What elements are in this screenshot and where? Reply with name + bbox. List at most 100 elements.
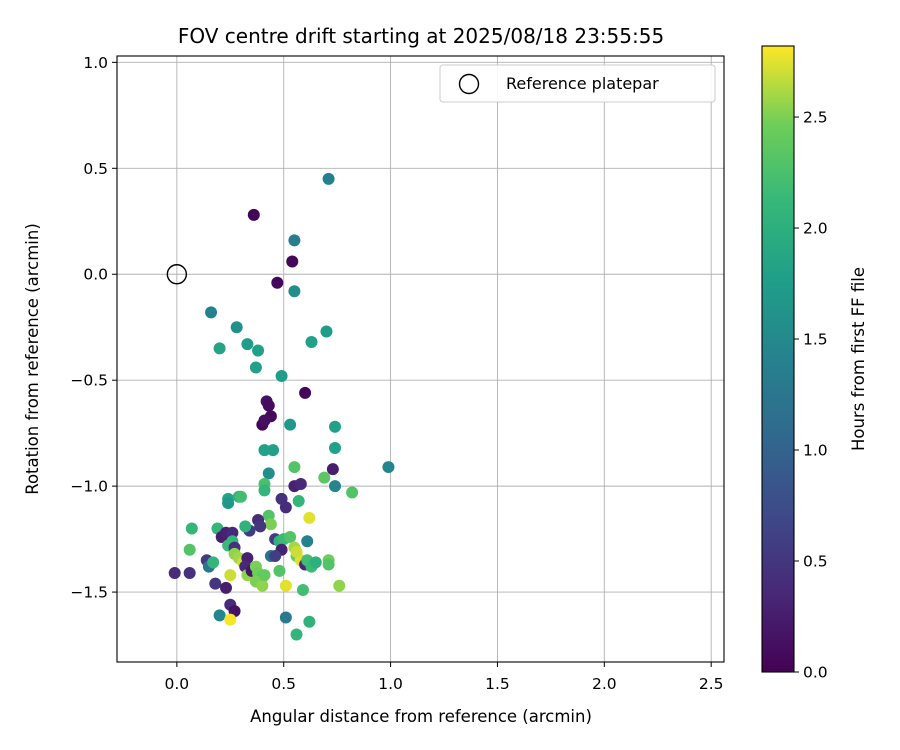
data-point xyxy=(301,535,314,548)
colorbar-ticks: 0.0 0.5 1.0 1.5 2.0 2.5 xyxy=(794,109,828,682)
data-point xyxy=(309,556,322,569)
data-point xyxy=(258,414,271,427)
data-point xyxy=(288,234,301,247)
data-point xyxy=(258,484,271,497)
data-point xyxy=(271,276,284,289)
data-point xyxy=(224,569,237,582)
data-point xyxy=(247,208,260,221)
data-point xyxy=(382,461,395,474)
colorbar-tick-label: 0.0 xyxy=(803,664,828,682)
data-point xyxy=(185,522,198,535)
y-tick-label: 0.0 xyxy=(83,266,108,284)
data-point xyxy=(322,558,335,571)
data-point xyxy=(288,285,301,298)
data-point xyxy=(222,497,235,510)
colorbar-frame xyxy=(761,45,795,673)
data-point xyxy=(303,511,316,524)
x-tick-label: 0.5 xyxy=(271,675,296,693)
legend-marker xyxy=(458,73,480,95)
data-point xyxy=(256,579,269,592)
data-point xyxy=(294,478,307,491)
data-point xyxy=(183,543,196,556)
data-point xyxy=(230,321,243,334)
data-point xyxy=(333,579,346,592)
y-axis-label: Rotation from reference (arcmin) xyxy=(23,223,42,495)
data-point xyxy=(284,418,297,431)
legend-label: Reference platepar xyxy=(506,74,659,93)
data-point xyxy=(329,441,342,454)
data-point xyxy=(183,567,196,580)
legend: Reference platepar xyxy=(439,64,716,103)
data-point xyxy=(234,490,247,503)
data-point xyxy=(326,463,339,476)
colorbar-tick-label: 2.0 xyxy=(803,220,828,238)
x-axis-label: Angular distance from reference (arcmin) xyxy=(250,707,592,726)
data-point xyxy=(205,306,218,319)
colorbar: 0.0 0.5 1.0 1.5 2.0 2.5 Hours from first FF f… xyxy=(761,45,868,682)
colorbar-tick-label: 2.5 xyxy=(803,109,828,127)
data-point xyxy=(254,520,267,533)
y-tick-label: 0.5 xyxy=(83,160,108,178)
plot-frame xyxy=(116,55,725,663)
data-points xyxy=(168,172,395,641)
data-point xyxy=(262,467,275,480)
data-point xyxy=(329,480,342,493)
data-point xyxy=(264,518,277,531)
data-point xyxy=(279,501,292,514)
data-point xyxy=(239,520,252,533)
x-tick-label: 2.5 xyxy=(699,675,724,693)
colorbar-tick-label: 1.5 xyxy=(803,331,828,349)
y-tick-label: −0.5 xyxy=(70,372,108,390)
data-point xyxy=(286,255,299,268)
x-tick-label: 2.0 xyxy=(592,675,617,693)
data-point xyxy=(279,579,292,592)
y-axis-ticks: 1.0 0.5 0.0 −0.5 −1.0 −1.5 xyxy=(70,54,117,602)
y-tick-label: −1.0 xyxy=(70,478,108,496)
y-tick-label: −1.5 xyxy=(70,584,108,602)
data-point xyxy=(279,611,292,624)
reference-platepar-marker xyxy=(166,264,188,285)
y-tick-label: 1.0 xyxy=(83,54,108,72)
legend-box xyxy=(439,64,716,103)
data-point xyxy=(305,336,318,349)
data-point xyxy=(241,338,254,351)
data-point xyxy=(320,325,333,338)
data-point xyxy=(269,550,282,563)
data-point xyxy=(168,567,181,580)
data-point xyxy=(273,564,286,577)
data-point xyxy=(224,613,237,626)
data-point xyxy=(226,526,239,539)
data-point xyxy=(322,172,335,185)
x-axis-ticks: 0.0 0.5 1.0 1.5 2.0 2.5 xyxy=(165,662,724,693)
data-point xyxy=(290,545,303,558)
data-point xyxy=(284,530,297,543)
data-point xyxy=(346,486,359,499)
colorbar-tick-label: 1.0 xyxy=(803,442,828,460)
data-point xyxy=(213,342,226,355)
data-point xyxy=(258,444,271,457)
grid xyxy=(117,56,724,662)
data-point xyxy=(209,577,222,590)
x-tick-label: 1.0 xyxy=(378,675,403,693)
data-point xyxy=(207,556,220,569)
chart-title: FOV centre drift starting at 2025/08/18 … xyxy=(178,24,664,48)
data-point xyxy=(288,461,301,474)
data-point xyxy=(252,344,265,357)
colorbar-gradient xyxy=(762,46,794,672)
data-point xyxy=(292,494,305,507)
data-point xyxy=(258,569,271,582)
data-point xyxy=(299,386,312,399)
data-point xyxy=(262,399,275,412)
x-tick-label: 1.5 xyxy=(485,675,510,693)
data-point xyxy=(318,471,331,484)
data-point xyxy=(267,444,280,457)
data-point xyxy=(296,583,309,596)
data-point xyxy=(275,369,288,382)
data-point xyxy=(329,420,342,433)
colorbar-label: Hours from first FF file xyxy=(849,267,868,451)
colorbar-tick-label: 0.5 xyxy=(803,553,828,571)
data-point xyxy=(220,581,233,594)
data-point xyxy=(290,628,303,641)
data-point xyxy=(213,609,226,622)
